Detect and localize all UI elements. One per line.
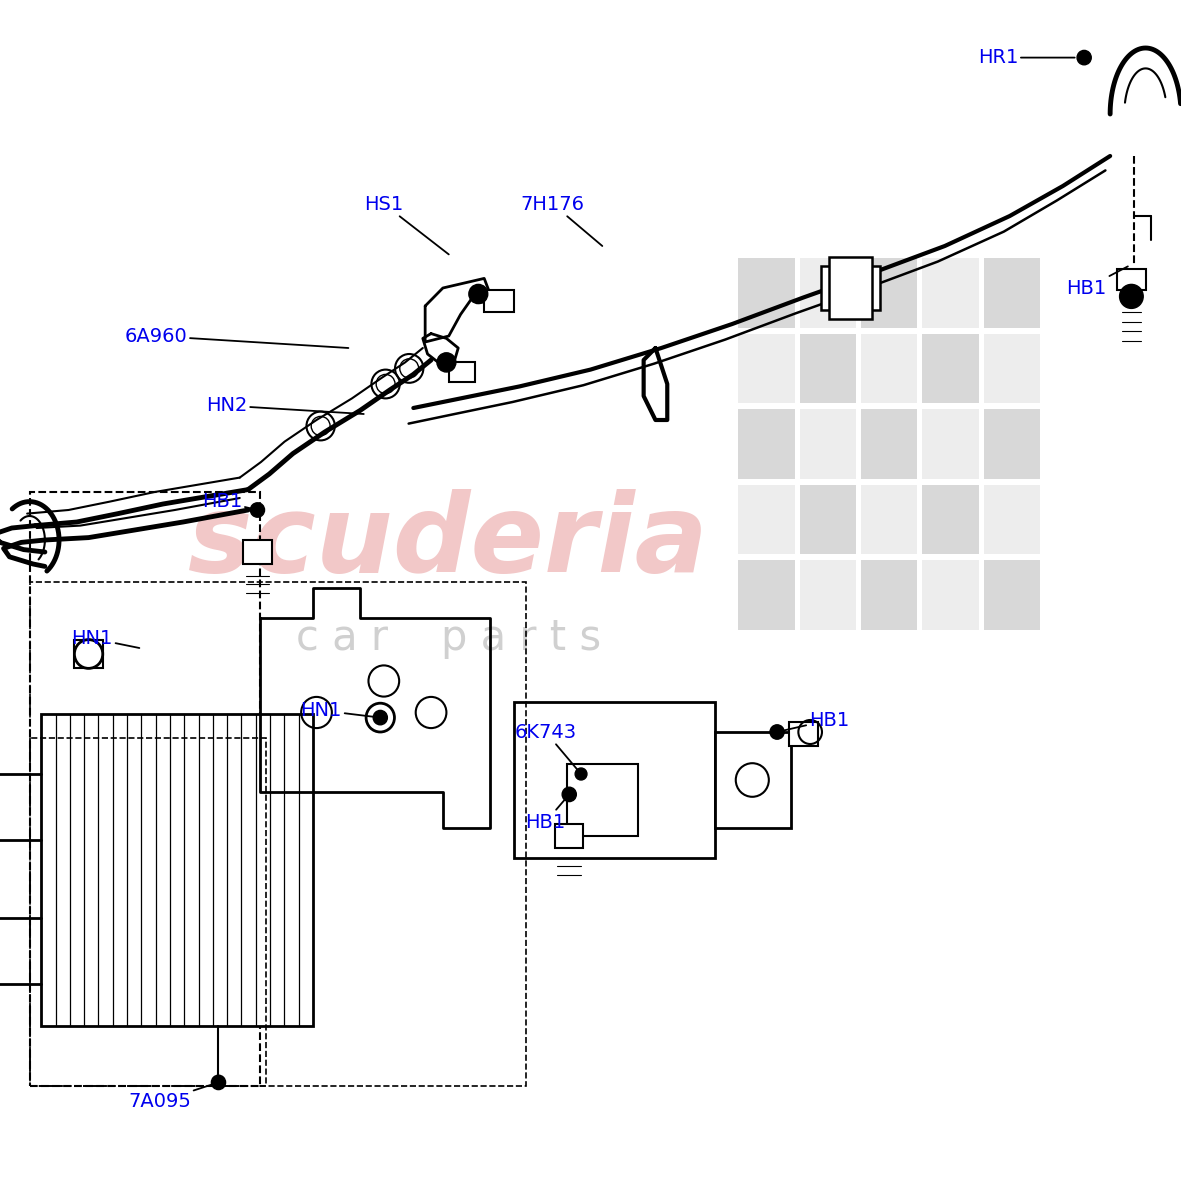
Circle shape <box>437 353 456 372</box>
Text: HN2: HN2 <box>205 396 364 415</box>
Circle shape <box>373 710 387 725</box>
Circle shape <box>1120 284 1143 308</box>
Bar <box>555 824 583 848</box>
Bar <box>800 409 856 479</box>
Circle shape <box>575 768 587 780</box>
Circle shape <box>250 503 265 517</box>
Bar <box>1117 269 1146 290</box>
Bar <box>984 258 1040 328</box>
Text: HS1: HS1 <box>364 194 449 254</box>
Bar <box>861 334 918 403</box>
Bar <box>738 409 795 479</box>
Circle shape <box>211 1075 226 1090</box>
Text: 7A095: 7A095 <box>128 1082 218 1111</box>
Bar <box>984 485 1040 554</box>
Text: 6A960: 6A960 <box>124 326 348 348</box>
Bar <box>514 702 715 858</box>
Bar <box>861 409 918 479</box>
Bar <box>800 258 856 328</box>
Circle shape <box>1077 50 1091 65</box>
Bar <box>821 266 880 310</box>
Bar <box>922 485 979 554</box>
Bar <box>738 560 795 630</box>
Bar <box>922 258 979 328</box>
Text: scuderia: scuderia <box>189 490 709 595</box>
Bar <box>567 764 638 836</box>
Bar <box>861 485 918 554</box>
Bar <box>984 409 1040 479</box>
Bar <box>922 334 979 403</box>
Bar <box>243 540 272 564</box>
Bar <box>715 732 791 828</box>
Bar <box>984 560 1040 630</box>
Circle shape <box>469 284 488 304</box>
Bar <box>738 334 795 403</box>
Text: c a r    p a r t s: c a r p a r t s <box>296 617 601 659</box>
Text: HN1: HN1 <box>300 701 380 720</box>
Bar <box>30 582 526 1086</box>
Bar <box>30 738 266 1086</box>
Bar <box>30 492 260 1086</box>
Text: HB1: HB1 <box>777 710 849 732</box>
Bar <box>861 258 918 328</box>
Bar <box>984 334 1040 403</box>
Bar <box>74 640 103 668</box>
Bar <box>789 722 818 746</box>
Bar <box>861 560 918 630</box>
Bar <box>738 258 795 328</box>
Bar <box>41 714 313 1026</box>
Text: 7H176: 7H176 <box>521 194 602 246</box>
Bar <box>922 409 979 479</box>
Circle shape <box>770 725 784 739</box>
Bar <box>829 257 872 319</box>
Bar <box>738 485 795 554</box>
Text: 6K743: 6K743 <box>515 722 581 774</box>
Text: HB1: HB1 <box>526 794 569 832</box>
Circle shape <box>562 787 576 802</box>
Bar <box>800 560 856 630</box>
Text: HR1: HR1 <box>978 48 1075 67</box>
Text: HN1: HN1 <box>71 629 139 648</box>
Bar <box>800 334 856 403</box>
Bar <box>800 485 856 554</box>
Bar <box>922 560 979 630</box>
Text: HB1: HB1 <box>202 492 257 511</box>
Bar <box>484 290 514 312</box>
Bar <box>449 362 475 382</box>
Text: HB1: HB1 <box>1066 266 1128 298</box>
